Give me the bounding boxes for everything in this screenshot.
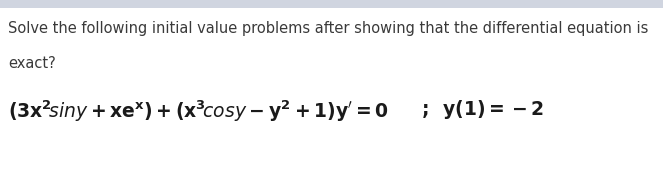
Text: exact?: exact?	[8, 56, 56, 71]
Text: $\bf{(3x^2\!\mathit{siny}+xe^x)+(x^3\!\mathit{cosy}-y^2+1)y^{\prime}=0}$: $\bf{(3x^2\!\mathit{siny}+xe^x)+(x^3\!\m…	[8, 98, 389, 124]
Bar	[0, 0, 663, 8]
Text: Solve the following initial value problems after showing that the differential e: Solve the following initial value proble…	[8, 21, 648, 36]
Text: $\bf{;\;\;y(1)=-2}$: $\bf{;\;\;y(1)=-2}$	[421, 98, 544, 121]
